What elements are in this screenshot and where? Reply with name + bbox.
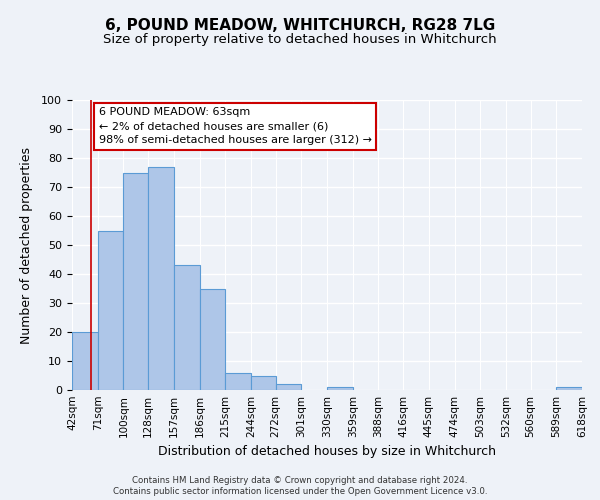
Bar	[124, 172, 148, 390]
Text: Size of property relative to detached houses in Whitchurch: Size of property relative to detached ho…	[103, 32, 497, 46]
Bar	[225, 372, 251, 390]
Bar	[556, 387, 582, 390]
Bar	[327, 387, 353, 390]
Text: Contains public sector information licensed under the Open Government Licence v3: Contains public sector information licen…	[113, 488, 487, 496]
X-axis label: Distribution of detached houses by size in Whitchurch: Distribution of detached houses by size …	[158, 446, 496, 458]
Bar	[251, 376, 275, 390]
Text: 6 POUND MEADOW: 63sqm
← 2% of detached houses are smaller (6)
98% of semi-detach: 6 POUND MEADOW: 63sqm ← 2% of detached h…	[98, 108, 371, 146]
Y-axis label: Number of detached properties: Number of detached properties	[20, 146, 33, 344]
Text: Contains HM Land Registry data © Crown copyright and database right 2024.: Contains HM Land Registry data © Crown c…	[132, 476, 468, 485]
Text: 6, POUND MEADOW, WHITCHURCH, RG28 7LG: 6, POUND MEADOW, WHITCHURCH, RG28 7LG	[105, 18, 495, 32]
Bar	[98, 230, 124, 390]
Bar	[199, 288, 225, 390]
Bar	[275, 384, 301, 390]
Bar	[148, 166, 174, 390]
Bar	[72, 332, 98, 390]
Bar	[174, 266, 199, 390]
